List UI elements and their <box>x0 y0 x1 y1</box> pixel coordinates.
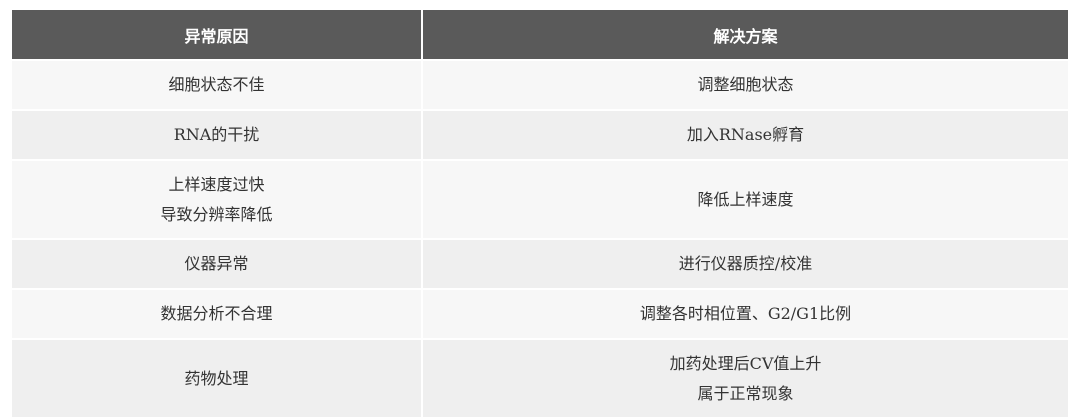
solution-cell: 加药处理后CV值上升 属于正常现象 <box>423 338 1068 417</box>
cause-text-line: 药物处理 <box>184 368 249 388</box>
cause-cell: 上样速度过快 导致分辨率降低 <box>12 159 423 238</box>
solution-cell: 调整各时相位置、G2/G1比例 <box>423 288 1068 338</box>
table-row: RNA的干扰 加入RNase孵育 <box>12 109 1068 159</box>
header-row: 异常原因 解决方案 <box>12 10 1068 59</box>
solution-cell: 降低上样速度 <box>423 159 1068 238</box>
solution-text-line: 加入RNase孵育 <box>686 125 805 144</box>
table-row: 细胞状态不佳 调整细胞状态 <box>12 59 1068 109</box>
solution-text-line: 调整各时相位置、G2/G1比例 <box>639 304 852 323</box>
cause-text-line: 细胞状态不佳 <box>168 75 265 94</box>
table-row: 上样速度过快 导致分辨率降低 降低上样速度 <box>12 159 1068 238</box>
solution-text-line: 调整细胞状态 <box>697 75 794 94</box>
cause-text-line: 数据分析不合理 <box>160 304 273 323</box>
cause-text-line: 导致分辨率降低 <box>160 204 273 224</box>
table-row: 仪器异常 进行仪器质控/校准 <box>12 238 1068 288</box>
cause-solution-table: 异常原因 解决方案 细胞状态不佳 调整细胞状态 RNA的干扰 加入RNase孵育上样速… <box>12 10 1068 417</box>
solution-text-line: 降低上样速度 <box>697 189 794 209</box>
solution-cell: 进行仪器质控/校准 <box>423 238 1068 288</box>
solution-cell: 加入RNase孵育 <box>423 109 1068 159</box>
solution-text-line: 加药处理后CV值上升 <box>669 353 822 373</box>
solution-text-line: 属于正常现象 <box>697 383 794 403</box>
table-row: 药物处理 加药处理后CV值上升 属于正常现象 <box>12 338 1068 417</box>
cause-cell: 数据分析不合理 <box>12 288 423 338</box>
cause-cell: 药物处理 <box>12 338 423 417</box>
solution-text-line: 进行仪器质控/校准 <box>678 254 813 273</box>
cause-text-line: 上样速度过快 <box>168 174 265 194</box>
solution-cell: 调整细胞状态 <box>423 59 1068 109</box>
cause-cell: 仪器异常 <box>12 238 423 288</box>
header-solution: 解决方案 <box>423 10 1068 59</box>
cause-text-line: RNA的干扰 <box>173 125 260 144</box>
table-row: 数据分析不合理 调整各时相位置、G2/G1比例 <box>12 288 1068 338</box>
cause-text-line: 仪器异常 <box>184 254 249 273</box>
header-cause: 异常原因 <box>12 10 423 59</box>
cause-cell: 细胞状态不佳 <box>12 59 423 109</box>
cause-cell: RNA的干扰 <box>12 109 423 159</box>
